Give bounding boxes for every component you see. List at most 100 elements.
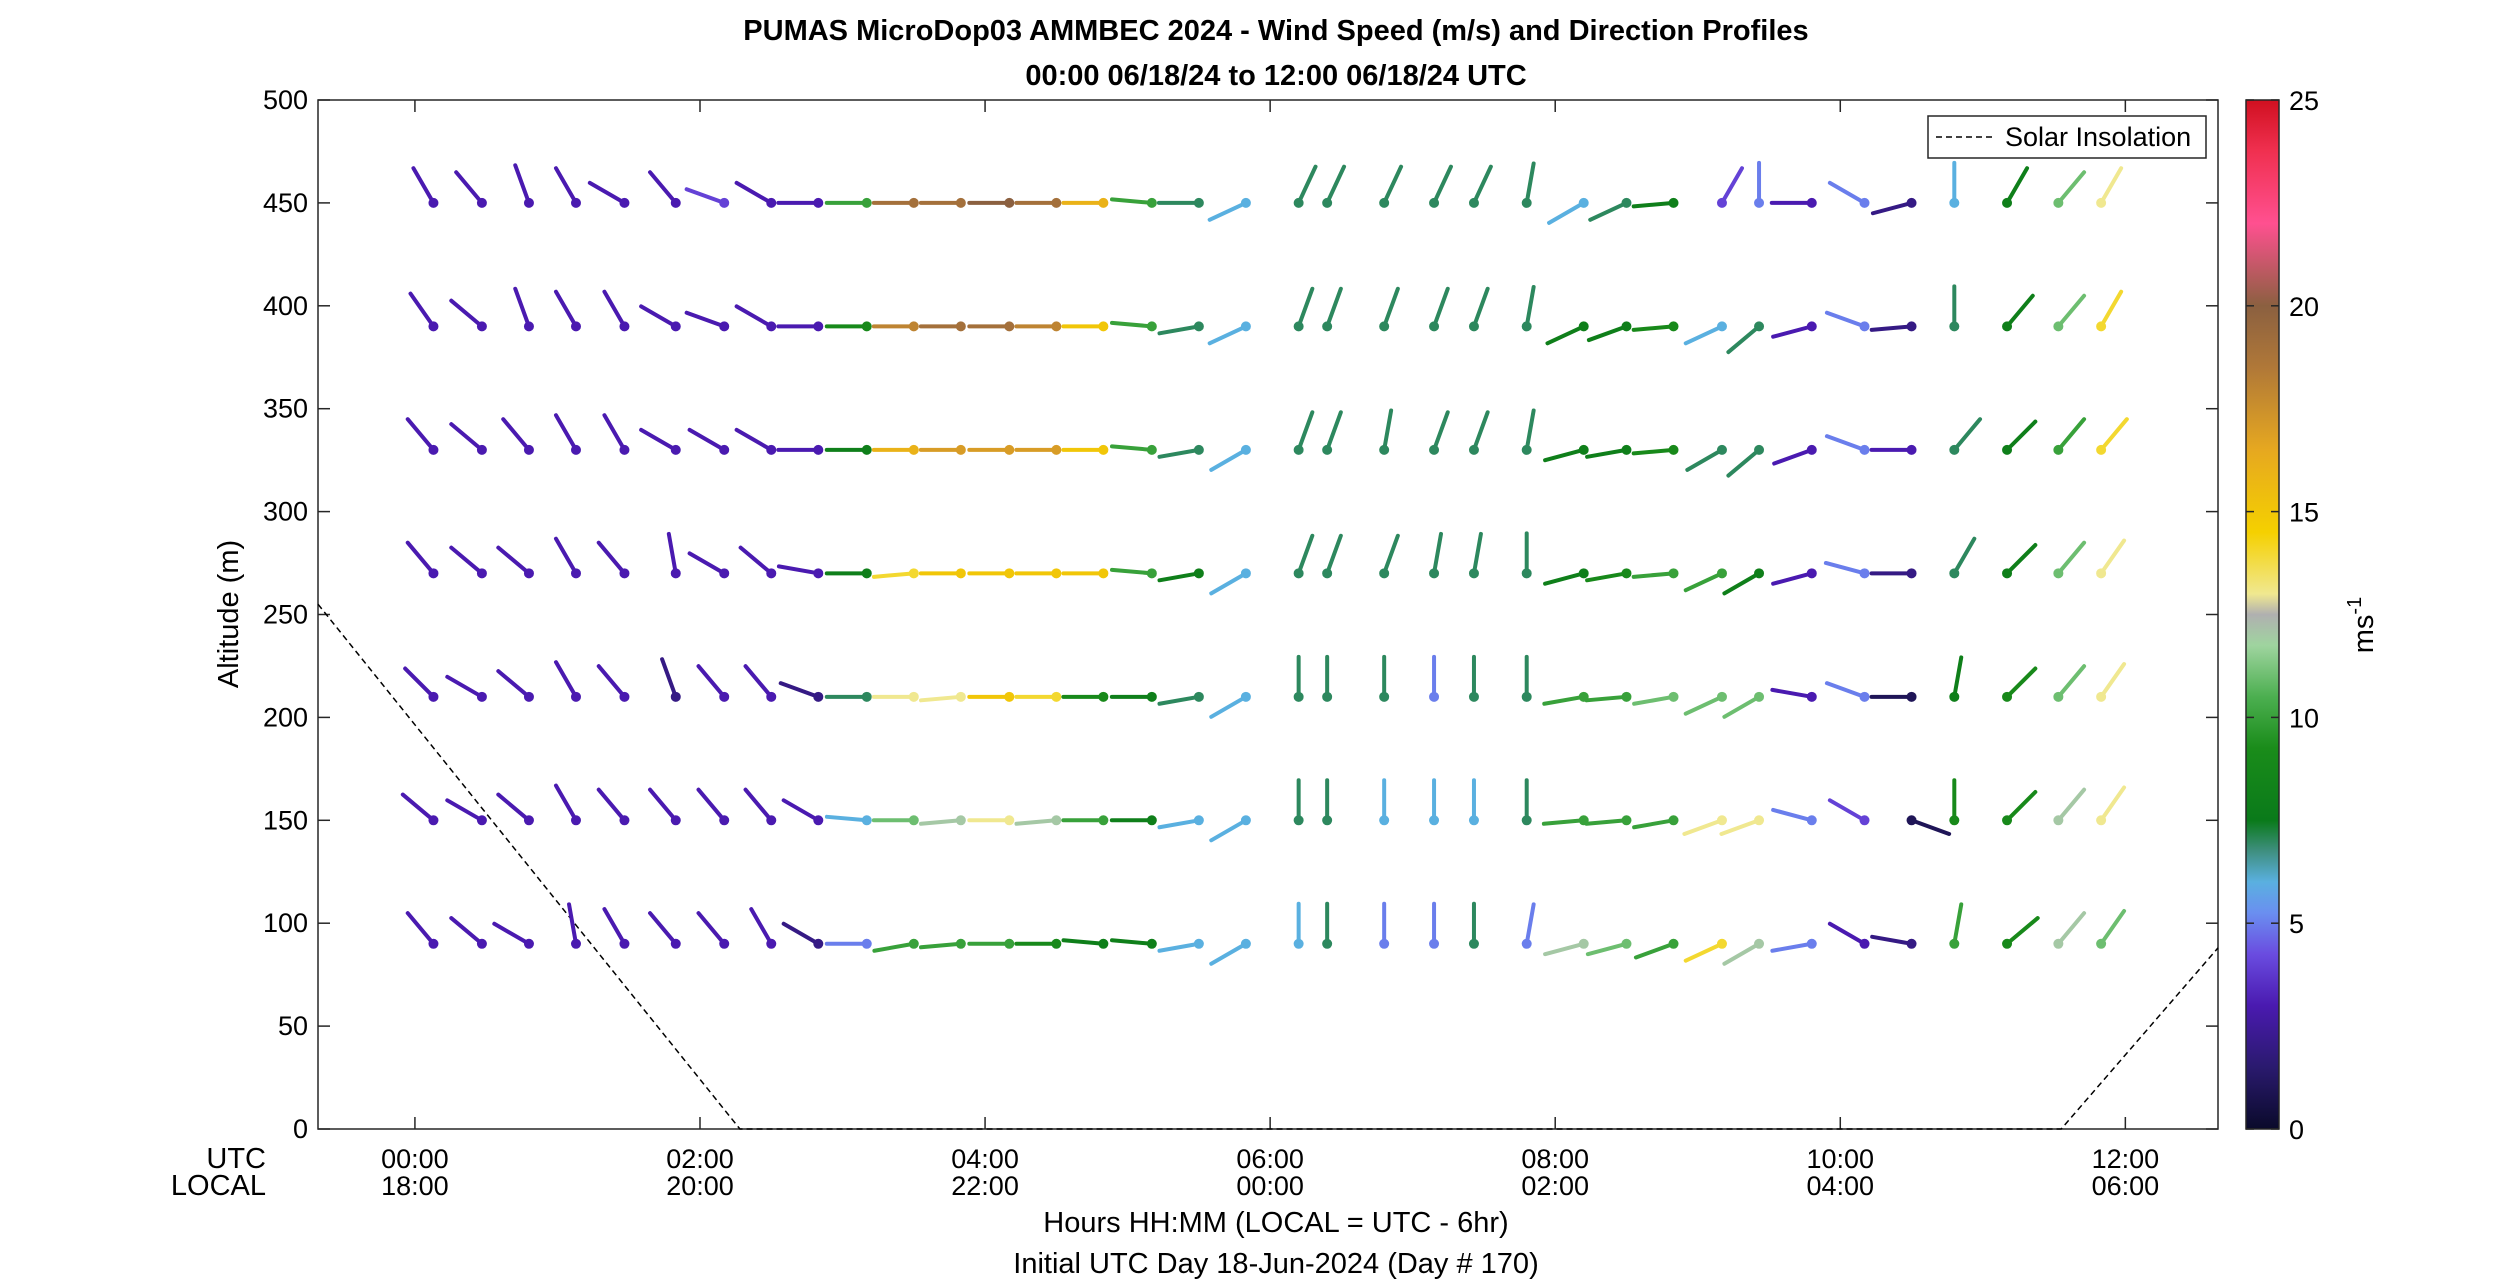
wind-barb [1322,286,1343,332]
wind-barb-shaft [1722,941,1762,966]
wind-barb-dot [1004,691,1015,702]
wind-barb-dot [523,568,534,579]
wind-barb [403,666,439,702]
wind-barb-dot [813,321,824,332]
wind-barb [408,291,439,332]
wind-barb [1870,197,1917,216]
wind-barb-shaft [738,545,774,576]
wind-barb [1468,654,1479,702]
wind-barb-shaft [2005,166,2030,205]
wind-barb-shaft [872,941,916,953]
wind-barb-shaft [405,911,436,946]
wind-barb-dot [1146,197,1157,208]
wind-barb-dot [1754,321,1765,332]
wind-barb [871,197,919,208]
wind-barb [2096,662,2127,702]
wind-barb-dot [1146,938,1157,949]
wind-barb [1207,197,1251,222]
wind-barb-shaft [2056,417,2087,452]
wind-barb [1722,568,1765,596]
colorbar: 0 5 10 15 20 25 [2245,86,2319,1145]
wind-barb-dot [1293,691,1304,702]
wind-barb [918,444,966,455]
wind-barb [445,674,487,702]
wind-barb-shaft [1585,447,1629,459]
x-tick-label-utc: 00:00 [381,1144,449,1174]
wind-barb-dot [1004,444,1015,455]
wind-barb-shaft [639,304,678,329]
wind-barb-dot [670,568,681,579]
wind-barb-shaft [918,818,963,826]
wind-barb [1949,778,1960,826]
wind-barb-shaft [1682,818,1724,836]
wind-barb-shaft [1631,571,1676,579]
wind-barb-dot [1906,691,1917,702]
wind-barb [587,180,630,208]
wind-barb [824,444,872,455]
wind-barb-dot [861,568,872,579]
wind-barb-dot [1468,568,1479,579]
wind-barb-dot [523,444,534,455]
wind-barb-shaft [1524,161,1536,205]
wind-barb [1209,938,1251,966]
colorbar-label: ms-1 [2344,597,2380,653]
x-axis-label-day: Initial UTC Day 18-Jun-2024 (Day # 170) [1013,1248,1538,1280]
wind-barb [1014,568,1062,579]
wind-barb-shaft [596,540,627,576]
wind-barb [1468,778,1479,826]
wind-barb-dot [619,321,630,332]
wind-barb [1061,197,1109,208]
wind-barb-shaft [449,916,484,946]
wind-barb-dot [570,568,581,579]
wind-barb-dot [1906,815,1917,826]
wind-barb-dot [1240,568,1251,579]
wind-barb [1541,815,1589,826]
wind-barb-dot [955,568,966,579]
wind-barb-dot [766,197,777,208]
wind-barb-dot [1240,197,1251,208]
wind-barb [1468,901,1479,949]
y-tick-label: 350 [263,394,308,424]
wind-barb-dot [908,691,919,702]
wind-barb-dot [2053,815,2064,826]
wind-barb-dot [1806,321,1817,332]
colorbar-label-unit: ms [2348,615,2380,654]
wind-barb [1293,778,1304,826]
wind-barb-shaft [1109,567,1154,576]
wind-barb-dot [719,815,730,826]
wind-barb-shaft [781,798,821,823]
wind-barb-dot [1754,444,1765,455]
wind-barb-shaft [1109,444,1154,452]
y-axis: 0 50 100 150 200 250 300 350 400 450 500 [263,85,2218,1144]
wind-barb-dot [719,568,730,579]
wind-barb [687,551,730,579]
wind-barb-dot [1240,444,1251,455]
wind-barb [1109,444,1157,455]
wind-barb-dot [1578,444,1589,455]
wind-barb-dot [1806,815,1817,826]
wind-barb-dot [1754,691,1765,702]
wind-barb-shaft [1325,410,1343,452]
wind-barb [2053,293,2087,332]
wind-barb-dot [619,444,630,455]
wind-barb [1322,164,1347,208]
chart-title: PUMAS MicroDop03 AMMBEC 2024 - Wind Spee… [743,15,1808,47]
wind-barb-dot [1521,444,1532,455]
wind-barb [1543,938,1589,957]
wind-barb-dot [2096,815,2107,826]
wind-barb-dot [1193,444,1204,455]
wind-barb [2002,166,2030,208]
legend-box [1927,115,2207,159]
wind-barb [660,657,681,702]
x-tick-label-utc: 12:00 [2092,1144,2160,1174]
wind-barb [967,444,1015,455]
wind-barb-dot [619,938,630,949]
wind-barb [648,170,681,208]
wind-barb [1429,531,1443,579]
wind-barb-shaft [513,163,531,205]
wind-barb-dot [670,444,681,455]
wind-barb-dot [1098,691,1109,702]
wind-barb-dot [1754,568,1765,579]
wind-barb-dot [1949,815,1960,826]
wind-barb [1719,815,1765,836]
